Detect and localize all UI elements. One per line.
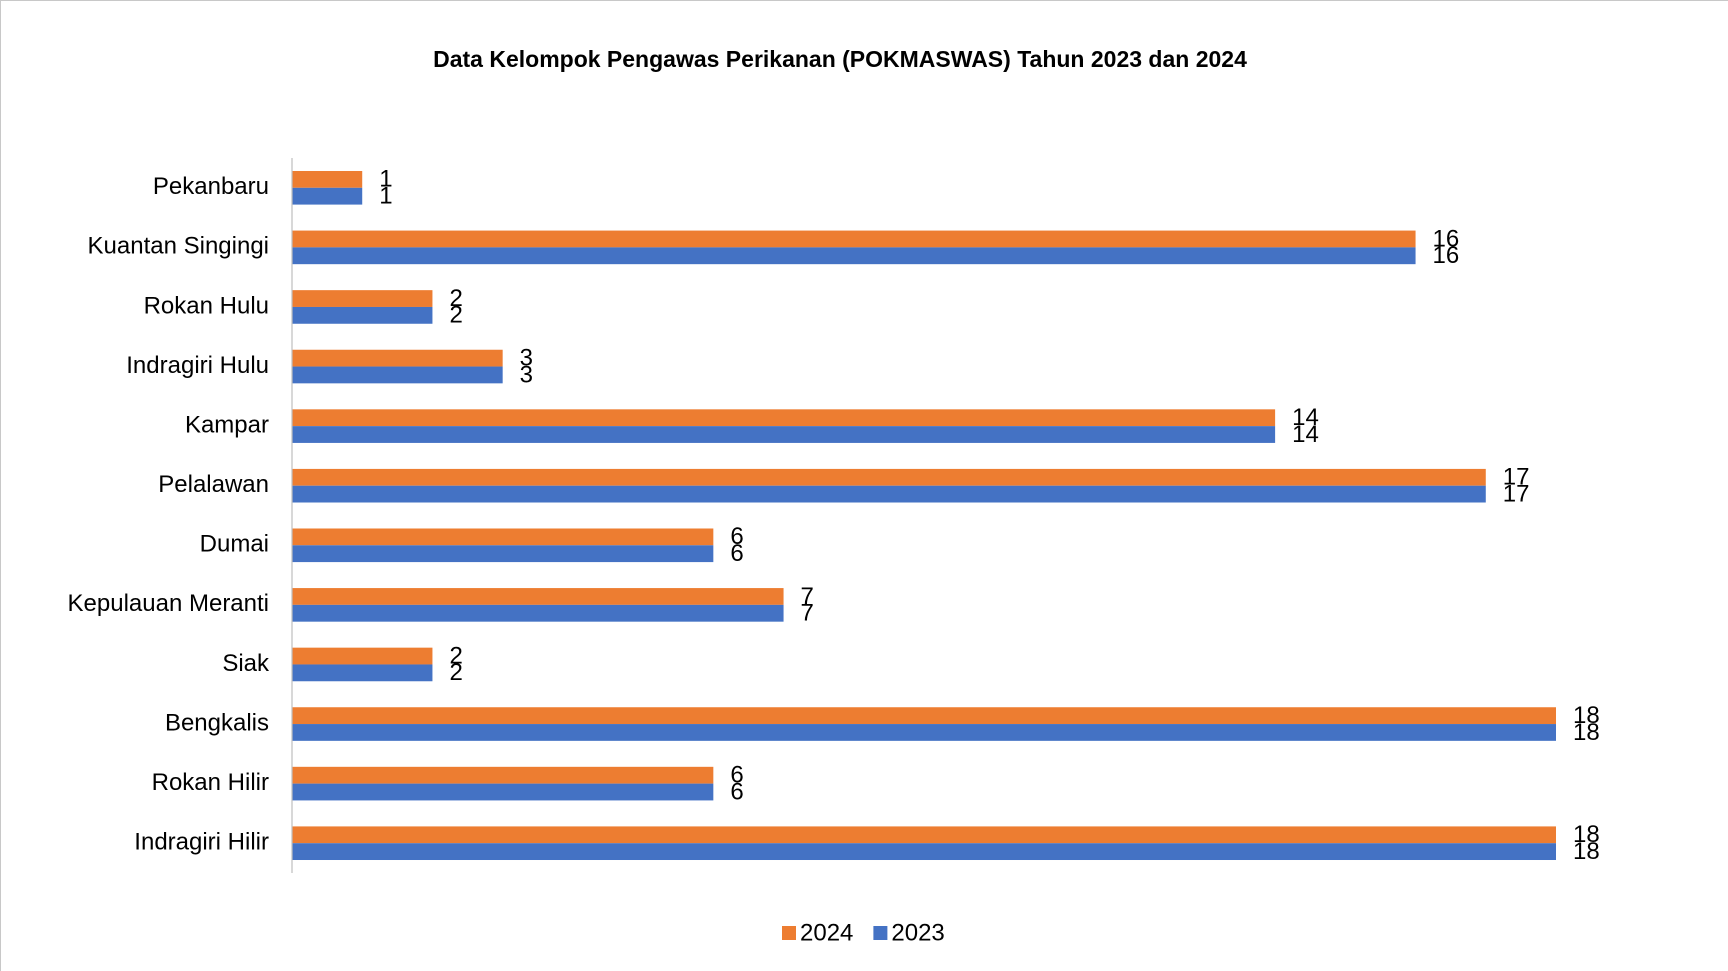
bar bbox=[292, 366, 503, 384]
chart-title: Data Kelompok Pengawas Perikanan (POKMAS… bbox=[433, 46, 1247, 72]
y-tick-label: Bengkalis bbox=[165, 709, 269, 736]
bar bbox=[292, 766, 714, 784]
bar bbox=[292, 349, 503, 367]
y-tick-label: Kampar bbox=[185, 411, 269, 438]
bar bbox=[292, 826, 1556, 844]
data-label: 17 bbox=[1503, 464, 1530, 491]
bar bbox=[292, 306, 433, 324]
data-label: 6 bbox=[730, 523, 743, 550]
data-label: 16 bbox=[1433, 225, 1460, 252]
data-label: 7 bbox=[801, 600, 814, 627]
y-tick-label: Pekanbaru bbox=[153, 173, 269, 200]
data-label: 2 bbox=[449, 285, 462, 312]
data-label: 18 bbox=[1573, 702, 1600, 729]
bar bbox=[292, 843, 1556, 861]
bar bbox=[292, 426, 1276, 443]
bar bbox=[292, 170, 363, 188]
data-label: 16 bbox=[1433, 242, 1460, 269]
y-tick-label: Rokan Hilir bbox=[152, 769, 269, 796]
data-label: 18 bbox=[1573, 821, 1600, 848]
data-label: 6 bbox=[730, 778, 743, 805]
bar bbox=[292, 724, 1556, 741]
data-label: 18 bbox=[1573, 838, 1600, 865]
data-label: 18 bbox=[1573, 719, 1600, 746]
bar bbox=[292, 545, 714, 563]
bar bbox=[292, 468, 1486, 486]
bar bbox=[292, 783, 714, 801]
data-label: 6 bbox=[730, 762, 743, 789]
bar bbox=[292, 187, 363, 205]
y-tick-label: Rokan Hulu bbox=[144, 292, 269, 319]
bar bbox=[292, 588, 784, 605]
data-label: 3 bbox=[520, 344, 533, 371]
bar bbox=[292, 707, 1556, 725]
data-label: 1 bbox=[379, 183, 392, 210]
y-tick-label: Indragiri Hilir bbox=[134, 829, 269, 856]
bar bbox=[292, 528, 714, 546]
legend-swatch bbox=[873, 926, 888, 940]
legend-swatch bbox=[782, 926, 796, 940]
data-label: 14 bbox=[1292, 404, 1319, 431]
data-label: 2 bbox=[449, 642, 462, 669]
bar bbox=[292, 409, 1276, 427]
data-label: 6 bbox=[730, 540, 743, 567]
bar bbox=[292, 647, 433, 665]
bar bbox=[292, 290, 433, 307]
y-tick-label: Indragiri Hulu bbox=[126, 352, 269, 379]
bar bbox=[292, 604, 784, 622]
bar bbox=[292, 247, 1416, 265]
bar bbox=[292, 664, 433, 682]
bar bbox=[292, 485, 1486, 503]
y-tick-label: Kuantan Singingi bbox=[88, 233, 269, 260]
y-tick-label: Kepulauan Meranti bbox=[68, 590, 269, 617]
data-label: 3 bbox=[520, 361, 533, 388]
legend-label: 2023 bbox=[891, 919, 944, 946]
data-label: 2 bbox=[449, 659, 462, 686]
data-label: 17 bbox=[1503, 480, 1530, 507]
data-label: 1 bbox=[379, 166, 392, 193]
y-tick-label: Siak bbox=[222, 650, 270, 677]
y-tick-label: Dumai bbox=[200, 531, 269, 558]
y-tick-label: Pelalawan bbox=[158, 471, 269, 498]
data-label: 2 bbox=[449, 302, 462, 329]
bar bbox=[292, 230, 1416, 248]
data-label: 14 bbox=[1292, 421, 1319, 448]
data-label: 7 bbox=[801, 583, 814, 610]
legend-label: 2024 bbox=[800, 919, 853, 946]
